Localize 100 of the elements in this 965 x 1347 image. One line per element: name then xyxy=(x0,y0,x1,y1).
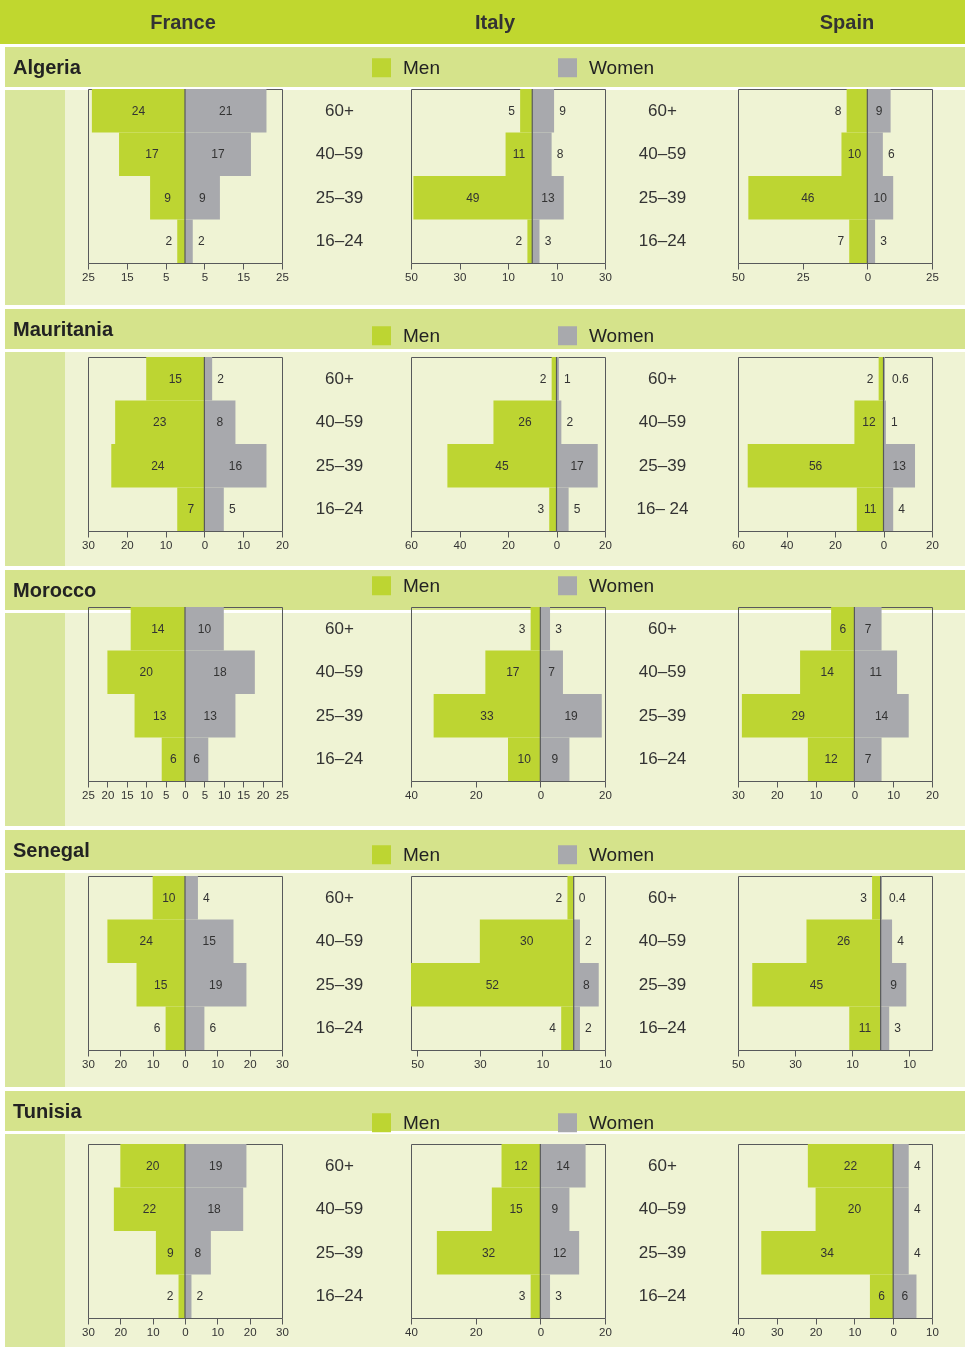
data-label: 7 xyxy=(864,752,872,767)
data-label: 13 xyxy=(153,708,167,723)
x-tick-label: 20 xyxy=(243,1057,257,1070)
data-label: 30 xyxy=(520,934,534,949)
data-label: 9 xyxy=(890,977,898,992)
legend-label: Men xyxy=(403,324,440,346)
y-tick-label: 16–24 xyxy=(315,499,364,519)
x-tick-label: 5 xyxy=(162,270,170,283)
data-label: 9 xyxy=(167,1245,175,1260)
data-label: 9 xyxy=(164,190,172,205)
x-tick-label: 20 xyxy=(926,788,939,801)
y-tick-label: 16–24 xyxy=(638,231,687,251)
x-tick-label: 30 xyxy=(732,788,745,801)
data-label: 32 xyxy=(481,1245,496,1260)
x-tick-label: 0 xyxy=(537,788,545,801)
x-tick-label: 0 xyxy=(201,538,209,551)
x-tick-label: 10 xyxy=(146,1325,160,1338)
x-tick-label: 15 xyxy=(237,270,251,283)
x-tick-label: 20 xyxy=(276,538,289,551)
data-label: 19 xyxy=(564,708,579,723)
data-label: 9 xyxy=(875,103,883,118)
x-tick-label: 5 xyxy=(201,788,209,801)
x-tick-label: 20 xyxy=(114,1057,128,1070)
x-tick-label: 50 xyxy=(411,1057,425,1070)
x-tick-label: 10 xyxy=(846,1057,860,1070)
x-tick-label: 25 xyxy=(796,270,810,283)
x-tick-label: 15 xyxy=(120,788,134,801)
x-tick-label: 30 xyxy=(473,1057,487,1070)
data-label: 4 xyxy=(913,1158,921,1173)
data-label: 3 xyxy=(880,234,888,249)
x-tick-label: 25 xyxy=(926,270,939,283)
data-label: 14 xyxy=(151,621,165,636)
data-label: 18 xyxy=(207,1202,222,1217)
x-tick-label: 20 xyxy=(469,1325,483,1338)
data-label: 7 xyxy=(548,665,556,680)
y-tick-label: 16–24 xyxy=(315,231,364,251)
x-tick-label: 25 xyxy=(276,270,289,283)
x-tick-label: 0 xyxy=(182,1325,189,1338)
x-tick-label: 10 xyxy=(211,1325,225,1338)
x-tick-label: 10 xyxy=(926,1325,939,1338)
data-label: 6 xyxy=(888,147,896,162)
data-label: 7 xyxy=(837,234,845,249)
y-tick-label: 40–59 xyxy=(638,662,687,682)
y-tick-label: 40–59 xyxy=(315,144,364,164)
y-tick-label: 40–59 xyxy=(315,662,364,682)
data-label: 14 xyxy=(820,665,835,680)
y-tick-label: 25–39 xyxy=(638,705,687,725)
x-tick-label: 5 xyxy=(162,788,170,801)
data-label: 34 xyxy=(820,1245,835,1260)
chart-title: Senegal xyxy=(13,838,90,862)
x-tick-label: 50 xyxy=(732,1057,745,1070)
legend-label: Women xyxy=(589,843,655,865)
data-label: 12 xyxy=(824,752,839,767)
data-label: 4 xyxy=(913,1202,921,1217)
x-tick-label: 0 xyxy=(864,270,872,283)
data-label: 4 xyxy=(897,934,905,949)
data-label: 2 xyxy=(585,934,593,949)
x-tick-label: 30 xyxy=(276,1325,289,1338)
data-label: 6 xyxy=(153,1021,161,1036)
chart-title: Morocco xyxy=(13,578,97,602)
x-tick-label: 20 xyxy=(599,788,612,801)
data-label: 19 xyxy=(209,977,223,992)
x-tick-label: 20 xyxy=(120,538,134,551)
x-tick-label: 20 xyxy=(770,788,784,801)
x-tick-label: 10 xyxy=(146,1057,160,1070)
x-tick-label: 20 xyxy=(114,1325,128,1338)
data-label: 10 xyxy=(197,621,212,636)
text: Spain xyxy=(818,11,876,34)
data-label: 2 xyxy=(585,1021,593,1036)
x-tick-label: 40 xyxy=(405,1325,418,1338)
data-label: 2 xyxy=(515,234,523,249)
y-tick-label: 60+ xyxy=(648,618,677,638)
data-label: 12 xyxy=(553,1245,567,1260)
x-tick-label: 10 xyxy=(903,1057,917,1070)
data-label: 8 xyxy=(216,415,224,430)
x-tick-label: 20 xyxy=(809,1325,823,1338)
data-label: 3 xyxy=(555,621,563,636)
x-tick-label: 40 xyxy=(405,788,418,801)
data-label: 23 xyxy=(153,415,167,430)
x-tick-label: 0 xyxy=(880,538,888,551)
data-label: 17 xyxy=(570,458,585,473)
data-label: 3 xyxy=(518,621,526,636)
data-label: 33 xyxy=(480,708,494,723)
data-label: 10 xyxy=(517,752,532,767)
data-label: 22 xyxy=(142,1202,157,1217)
data-label: 0.4 xyxy=(888,890,906,905)
data-label: 8 xyxy=(582,977,590,992)
x-tick-label: 0 xyxy=(537,1325,545,1338)
data-label: 3 xyxy=(544,234,552,249)
data-label: 8 xyxy=(556,147,564,162)
x-tick-label: 50 xyxy=(405,270,418,283)
legend-label: Women xyxy=(589,324,655,346)
x-tick-label: 20 xyxy=(829,538,842,551)
data-label: 21 xyxy=(219,103,233,118)
y-tick-label: 25–39 xyxy=(315,1242,364,1262)
data-label: 12 xyxy=(514,1158,528,1173)
y-tick-label: 16–24 xyxy=(315,1018,364,1038)
x-tick-label: 20 xyxy=(101,788,115,801)
x-tick-label: 10 xyxy=(211,1057,225,1070)
y-tick-label: 60+ xyxy=(648,368,677,388)
